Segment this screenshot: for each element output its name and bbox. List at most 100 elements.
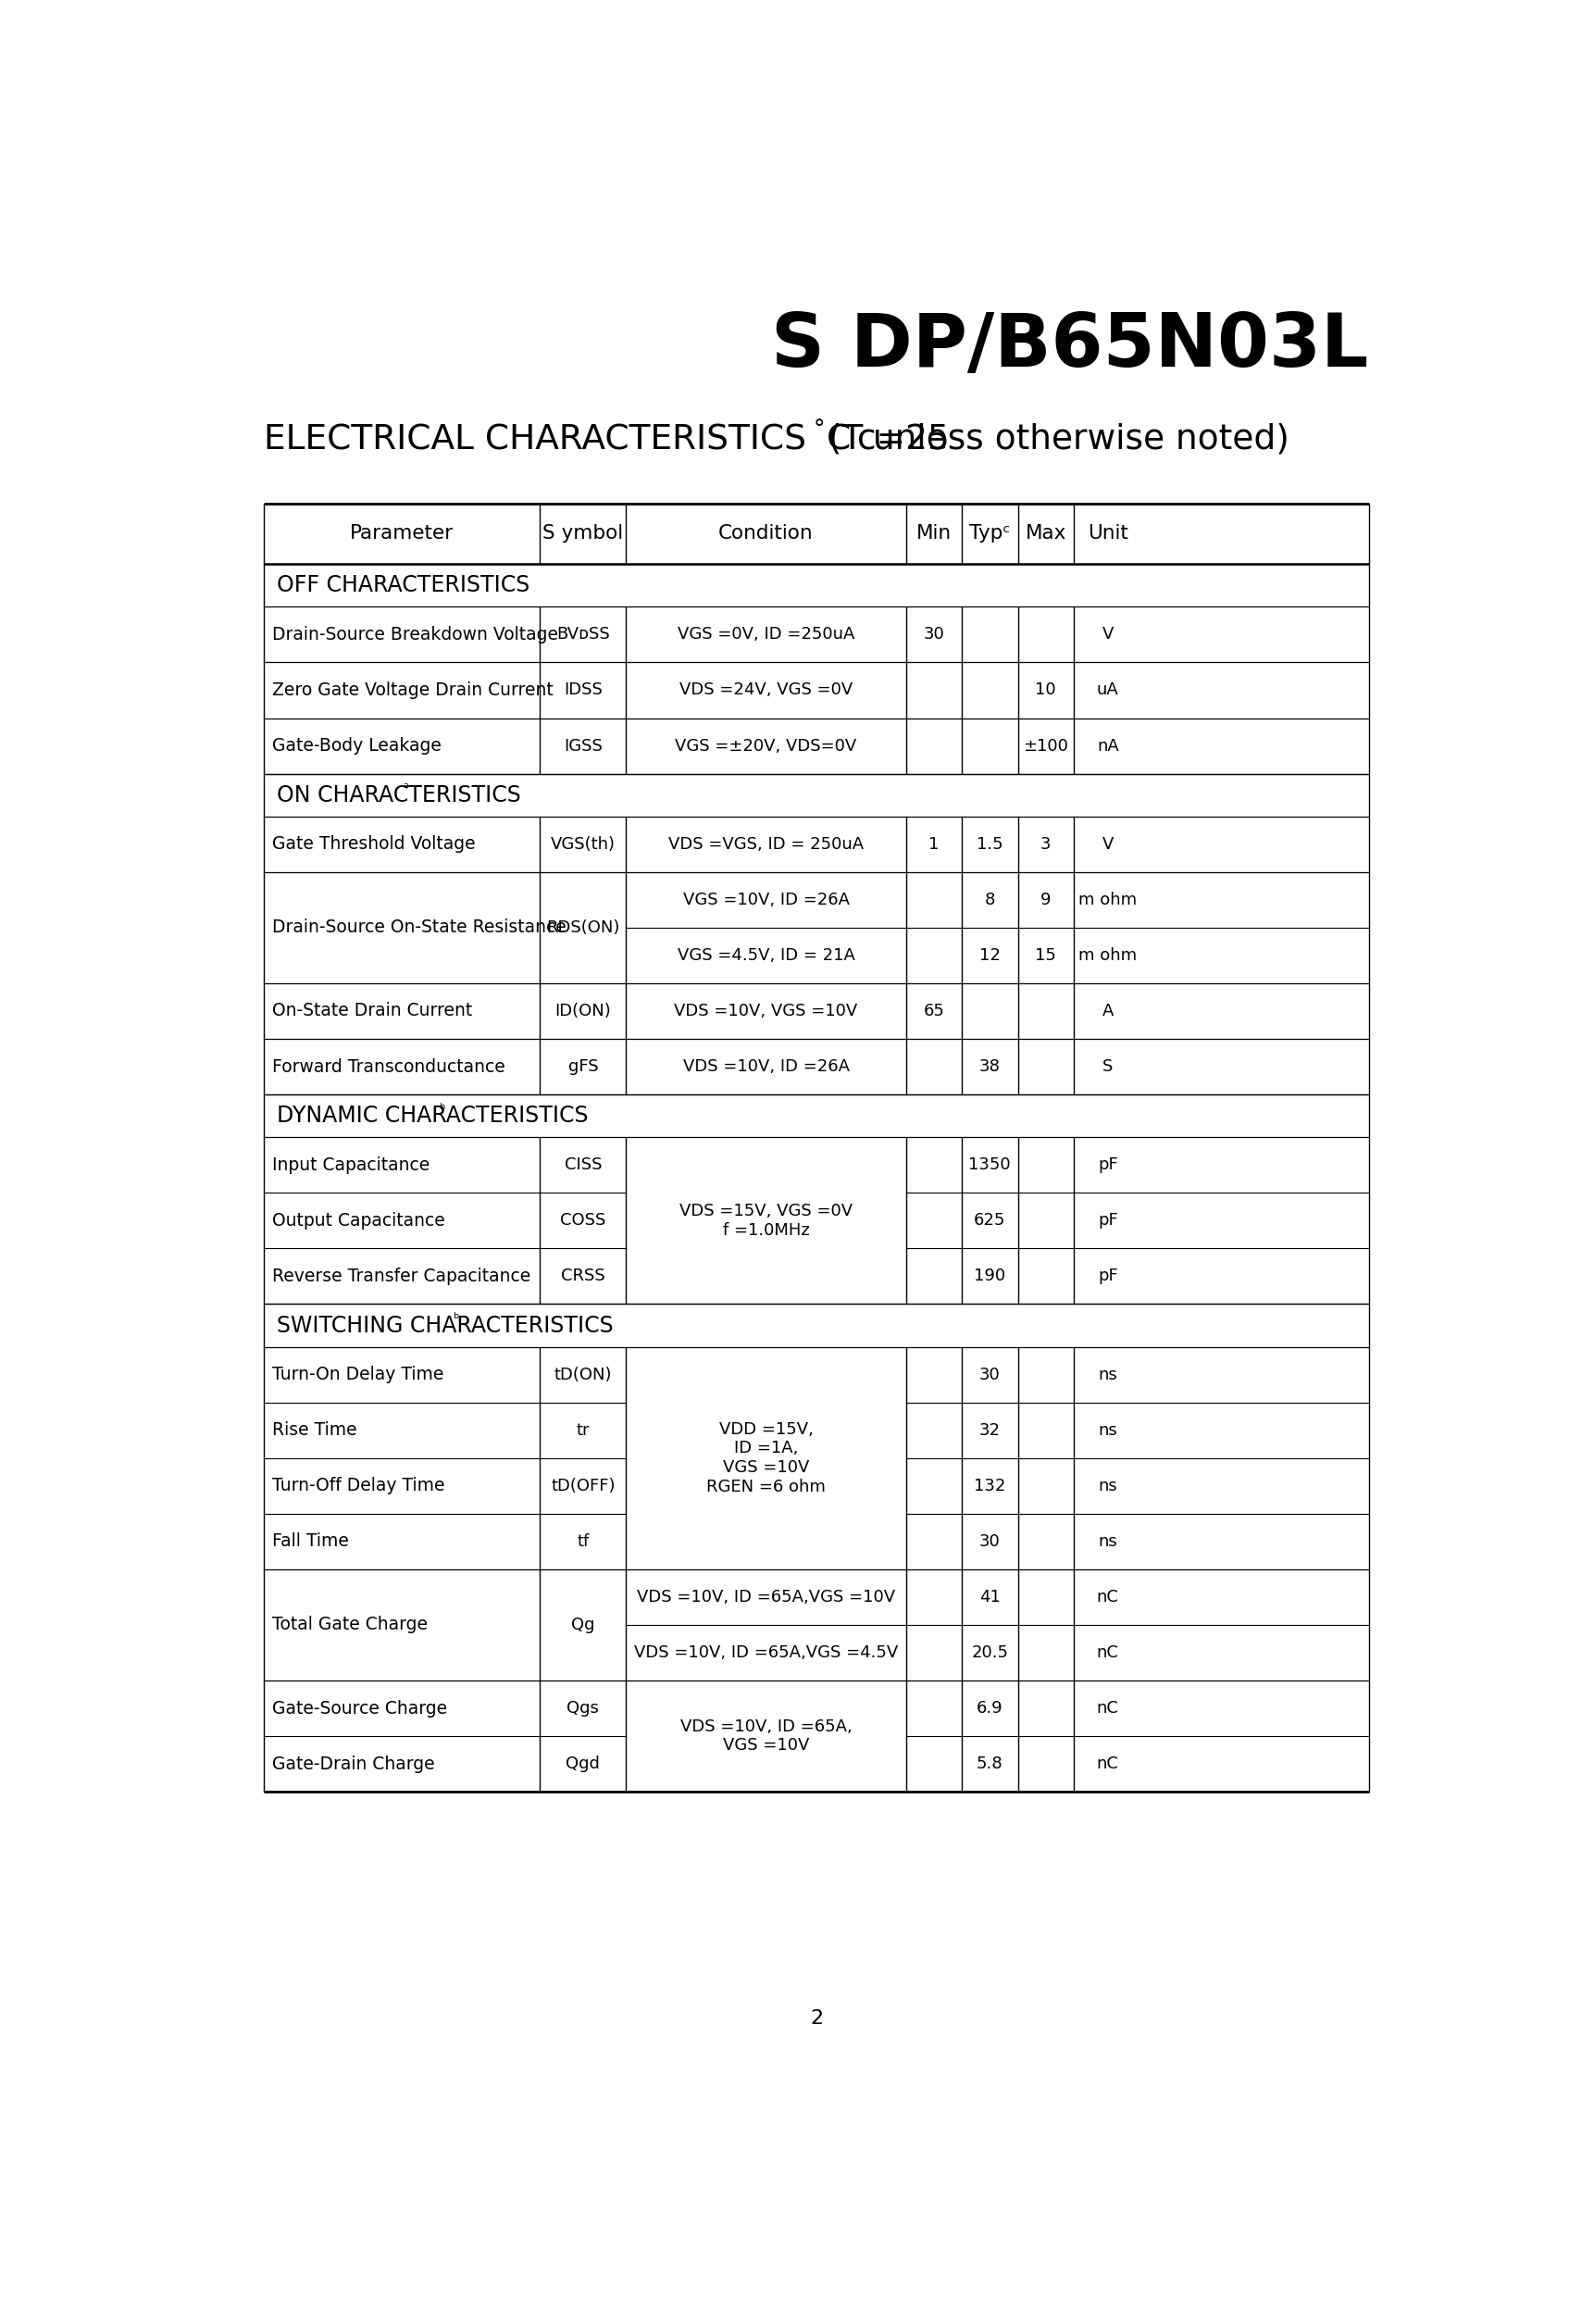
Text: tf: tf <box>577 1534 590 1550</box>
Text: Gate Threshold Voltage: Gate Threshold Voltage <box>273 834 475 853</box>
Text: nC: nC <box>1097 1699 1119 1717</box>
Text: 65: 65 <box>923 1002 945 1020</box>
Text: 30: 30 <box>979 1534 1001 1550</box>
Text: 8: 8 <box>985 892 995 909</box>
Text: ±100: ±100 <box>1023 737 1068 755</box>
Text: Gate-Drain Charge: Gate-Drain Charge <box>273 1755 435 1773</box>
Text: 132: 132 <box>974 1478 1006 1494</box>
Text: 12: 12 <box>979 948 1001 964</box>
Text: 2: 2 <box>810 2010 824 2029</box>
Text: ELECTRICAL CHARACTERISTICS  (Tc=25: ELECTRICAL CHARACTERISTICS (Tc=25 <box>265 423 950 456</box>
Text: VDS =10V, VGS =10V: VDS =10V, VGS =10V <box>674 1002 858 1020</box>
Text: 625: 625 <box>974 1213 1006 1229</box>
Text: VDS =24V, VGS =0V: VDS =24V, VGS =0V <box>679 681 853 700</box>
Text: On-State Drain Current: On-State Drain Current <box>273 1002 472 1020</box>
Text: ns: ns <box>1098 1422 1117 1439</box>
Text: 30: 30 <box>979 1367 1001 1383</box>
Text: Drain-Source Breakdown Voltage: Drain-Source Breakdown Voltage <box>273 625 558 644</box>
Text: VDS =10V, ID =65A,VGS =10V: VDS =10V, ID =65A,VGS =10V <box>636 1590 896 1606</box>
Text: Qgs: Qgs <box>567 1699 599 1717</box>
Text: °: ° <box>813 418 826 442</box>
Text: VDS =10V, ID =26A: VDS =10V, ID =26A <box>682 1057 850 1076</box>
Text: Total Gate Charge: Total Gate Charge <box>273 1615 427 1634</box>
Text: 15: 15 <box>1035 948 1057 964</box>
Text: VDS =VGS, ID = 250uA: VDS =VGS, ID = 250uA <box>668 837 864 853</box>
Text: 3: 3 <box>1041 837 1050 853</box>
Text: 9: 9 <box>1041 892 1050 909</box>
Text: ID(ON): ID(ON) <box>555 1002 611 1020</box>
Text: 5.8: 5.8 <box>977 1755 1003 1773</box>
Text: uA: uA <box>1097 681 1119 700</box>
Text: nC: nC <box>1097 1590 1119 1606</box>
Text: Forward Transconductance: Forward Transconductance <box>273 1057 505 1076</box>
Text: Typᶜ: Typᶜ <box>969 525 1011 544</box>
Text: DYNAMIC CHARACTERISTICS: DYNAMIC CHARACTERISTICS <box>277 1104 588 1127</box>
Text: VDS =10V, ID =65A,
VGS =10V: VDS =10V, ID =65A, VGS =10V <box>681 1717 851 1755</box>
Text: VDS =10V, ID =65A,VGS =4.5V: VDS =10V, ID =65A,VGS =4.5V <box>634 1645 897 1662</box>
Text: IGSS: IGSS <box>564 737 603 755</box>
Text: Max: Max <box>1025 525 1066 544</box>
Text: Min: Min <box>917 525 952 544</box>
Text: S: S <box>1103 1057 1113 1076</box>
Text: Gate-Body Leakage: Gate-Body Leakage <box>273 737 442 755</box>
Text: A: A <box>1101 1002 1114 1020</box>
Text: IDSS: IDSS <box>564 681 603 700</box>
Text: VDS =15V, VGS =0V
f =1.0MHz: VDS =15V, VGS =0V f =1.0MHz <box>679 1204 853 1239</box>
Text: nA: nA <box>1097 737 1119 755</box>
Text: S DP/B65N03L: S DP/B65N03L <box>771 311 1369 383</box>
Text: tD(OFF): tD(OFF) <box>552 1478 615 1494</box>
Text: m ohm: m ohm <box>1079 948 1137 964</box>
Text: VDD =15V,
ID =1A,
VGS =10V
RGEN =6 ohm: VDD =15V, ID =1A, VGS =10V RGEN =6 ohm <box>706 1420 826 1494</box>
Text: tr: tr <box>577 1422 590 1439</box>
Text: 6.9: 6.9 <box>977 1699 1003 1717</box>
Text: Fall Time: Fall Time <box>273 1534 349 1550</box>
Text: CISS: CISS <box>564 1157 603 1174</box>
Text: ns: ns <box>1098 1534 1117 1550</box>
Text: OFF CHARACTERISTICS: OFF CHARACTERISTICS <box>277 574 529 597</box>
Text: V: V <box>1101 837 1114 853</box>
Text: Reverse Transfer Capacitance: Reverse Transfer Capacitance <box>273 1267 531 1285</box>
Text: pF: pF <box>1098 1269 1117 1285</box>
Text: C  unless otherwise noted): C unless otherwise noted) <box>826 423 1290 456</box>
Text: Turn-On Delay Time: Turn-On Delay Time <box>273 1367 445 1383</box>
Text: 1350: 1350 <box>969 1157 1011 1174</box>
Text: nC: nC <box>1097 1645 1119 1662</box>
Text: nC: nC <box>1097 1755 1119 1773</box>
Text: pF: pF <box>1098 1157 1117 1174</box>
Text: Gate-Source Charge: Gate-Source Charge <box>273 1699 448 1717</box>
Text: 32: 32 <box>979 1422 1001 1439</box>
Text: BVᴅSS: BVᴅSS <box>556 625 611 644</box>
Text: Drain-Source On-State Resistance: Drain-Source On-State Resistance <box>273 918 566 937</box>
Text: COSS: COSS <box>559 1213 606 1229</box>
Text: ON CHARACTERISTICS: ON CHARACTERISTICS <box>277 783 521 806</box>
Text: Qg: Qg <box>571 1618 595 1634</box>
Text: 1: 1 <box>929 837 939 853</box>
Text: 1.5: 1.5 <box>977 837 1003 853</box>
Text: VGS =4.5V, ID = 21A: VGS =4.5V, ID = 21A <box>677 948 854 964</box>
Text: pF: pF <box>1098 1213 1117 1229</box>
Text: Input Capacitance: Input Capacitance <box>273 1157 430 1174</box>
Text: SWITCHING CHARACTERISTICS: SWITCHING CHARACTERISTICS <box>277 1315 614 1336</box>
Text: Condition: Condition <box>719 525 813 544</box>
Text: tD(ON): tD(ON) <box>555 1367 612 1383</box>
Text: 190: 190 <box>974 1269 1006 1285</box>
Text: Unit: Unit <box>1087 525 1129 544</box>
Text: m ohm: m ohm <box>1079 892 1137 909</box>
Text: VGS =±20V, VDS=0V: VGS =±20V, VDS=0V <box>676 737 858 755</box>
Text: VGS =0V, ID =250uA: VGS =0V, ID =250uA <box>677 625 854 644</box>
Text: 20.5: 20.5 <box>971 1645 1009 1662</box>
Text: gFS: gFS <box>567 1057 598 1076</box>
Text: ᵇ: ᵇ <box>453 1313 459 1327</box>
Text: 41: 41 <box>979 1590 1001 1606</box>
Text: ᵃ: ᵃ <box>403 781 410 795</box>
Text: ᵇ: ᵇ <box>438 1102 445 1116</box>
Text: RDS(ON): RDS(ON) <box>547 920 620 937</box>
Text: VGS(th): VGS(th) <box>550 837 615 853</box>
Text: V: V <box>1101 625 1114 644</box>
Text: Zero Gate Voltage Drain Current: Zero Gate Voltage Drain Current <box>273 681 553 700</box>
Text: 10: 10 <box>1035 681 1057 700</box>
Text: ns: ns <box>1098 1478 1117 1494</box>
Text: ns: ns <box>1098 1367 1117 1383</box>
Text: S ymbol: S ymbol <box>542 525 623 544</box>
Text: CRSS: CRSS <box>561 1269 606 1285</box>
